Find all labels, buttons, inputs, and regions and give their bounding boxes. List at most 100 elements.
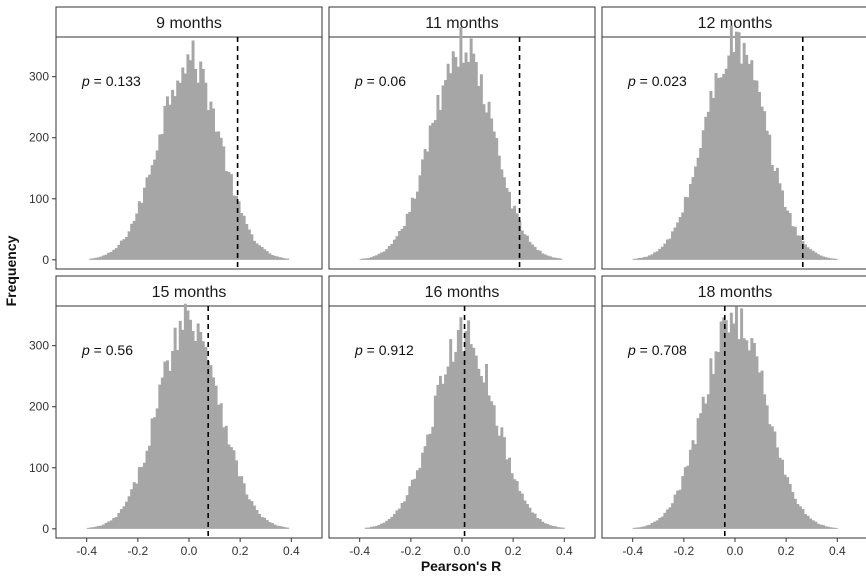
histogram-bar: [161, 378, 164, 529]
p-value: = 0.56: [90, 342, 133, 358]
histogram-bar: [153, 160, 156, 260]
histogram-bar: [179, 83, 182, 260]
histogram-bar: [735, 32, 738, 260]
histogram-bar: [508, 458, 511, 529]
histogram-bar: [817, 254, 820, 260]
histogram-bar: [498, 436, 501, 529]
histogram-bar: [130, 224, 133, 260]
histogram-bar: [408, 212, 411, 260]
histogram-bar: [799, 506, 802, 528]
histogram-bar: [143, 463, 146, 529]
histogram-bar: [462, 351, 465, 529]
histogram-bar: [732, 323, 735, 528]
histogram-bar: [439, 110, 442, 260]
histogram-bar: [743, 43, 746, 260]
histogram-bar: [421, 453, 424, 529]
histogram-bar: [536, 250, 539, 260]
histogram-bar: [776, 168, 779, 260]
histogram-bar: [722, 74, 725, 260]
x-tick-label: 0.2: [505, 544, 522, 558]
histogram-bar: [408, 486, 411, 529]
histogram-bar: [105, 523, 108, 529]
histogram-bar: [153, 417, 156, 529]
histogram-bar: [717, 352, 720, 529]
histogram-bar: [378, 254, 381, 260]
histogram-bar: [648, 255, 651, 259]
histogram-bar: [748, 350, 751, 528]
histogram-bar: [181, 330, 184, 529]
histogram-bar: [97, 526, 100, 529]
histogram-bar: [529, 242, 532, 260]
histogram-bar: [651, 523, 654, 529]
histogram-bar: [406, 214, 409, 260]
histogram-bar: [822, 525, 825, 529]
histogram-bar: [549, 525, 552, 529]
histogram-bar: [454, 352, 457, 529]
histogram-bar: [666, 509, 669, 528]
histogram-bar: [554, 526, 557, 529]
histogram-bar: [692, 440, 695, 529]
histogram-bar: [250, 501, 253, 529]
histogram-bar: [457, 67, 460, 260]
histogram-bar: [505, 459, 508, 528]
histogram-bar: [766, 405, 769, 528]
histogram-bar: [99, 257, 102, 260]
histogram-bar: [184, 74, 187, 260]
p-symbol: p: [627, 73, 636, 89]
histogram-bar: [658, 249, 661, 260]
histogram-bar: [436, 385, 439, 529]
histogram-bar: [653, 252, 656, 259]
histogram-bar: [814, 252, 817, 259]
histogram-bar: [707, 394, 710, 529]
histogram-bar: [365, 258, 368, 260]
histogram-bar: [94, 258, 97, 260]
histogram-bar: [276, 256, 279, 259]
x-tick-label: 0.2: [232, 544, 249, 558]
histogram-bar: [189, 60, 192, 260]
histogram-bar: [123, 506, 126, 529]
histogram-bar: [730, 26, 733, 260]
histogram-bar: [135, 484, 138, 529]
histogram-bar: [110, 520, 113, 528]
histogram-bar: [669, 239, 672, 260]
histogram-bar: [102, 525, 105, 529]
histogram-bar: [413, 479, 416, 529]
histogram-bar: [490, 118, 493, 259]
histogram-bar: [87, 528, 90, 529]
p-value-label: p = 0.708: [627, 342, 687, 358]
histogram-bar: [681, 476, 684, 529]
histogram-bar: [209, 102, 212, 260]
histogram-bar: [539, 519, 542, 529]
histogram-bar: [562, 528, 565, 529]
histogram-bar: [544, 523, 547, 529]
histogram-bar: [220, 138, 223, 260]
histogram-bar: [817, 524, 820, 529]
histogram-bar: [146, 177, 149, 260]
histogram-bar: [220, 403, 223, 529]
y-tick-label: 0: [42, 522, 49, 536]
histogram-bar: [97, 257, 100, 259]
x-tick-label: 0.0: [727, 544, 744, 558]
x-tick-label: -0.4: [76, 544, 97, 558]
histogram-bar: [635, 528, 638, 529]
histogram-bar: [712, 98, 715, 260]
p-value-label: p = 0.133: [81, 73, 141, 89]
histogram-bar: [199, 61, 202, 259]
histogram-bar: [199, 332, 202, 529]
histogram-bar: [778, 458, 781, 529]
histogram-bar: [763, 394, 766, 528]
p-value-label: p = 0.06: [354, 73, 406, 89]
histogram-bar: [169, 105, 172, 260]
histogram-bar: [794, 499, 797, 529]
histogram-bar: [401, 503, 404, 529]
x-tick-label: -0.2: [401, 544, 422, 558]
histogram-bar: [362, 258, 365, 259]
histogram-bar: [396, 236, 399, 260]
histogram-bar: [679, 217, 682, 260]
histogram-bar: [645, 257, 648, 260]
panel-title: 16 months: [425, 284, 500, 301]
histogram-bar: [658, 518, 661, 529]
histogram-bar: [531, 245, 534, 260]
histogram-bar: [638, 258, 641, 260]
histogram-bar: [776, 447, 779, 528]
